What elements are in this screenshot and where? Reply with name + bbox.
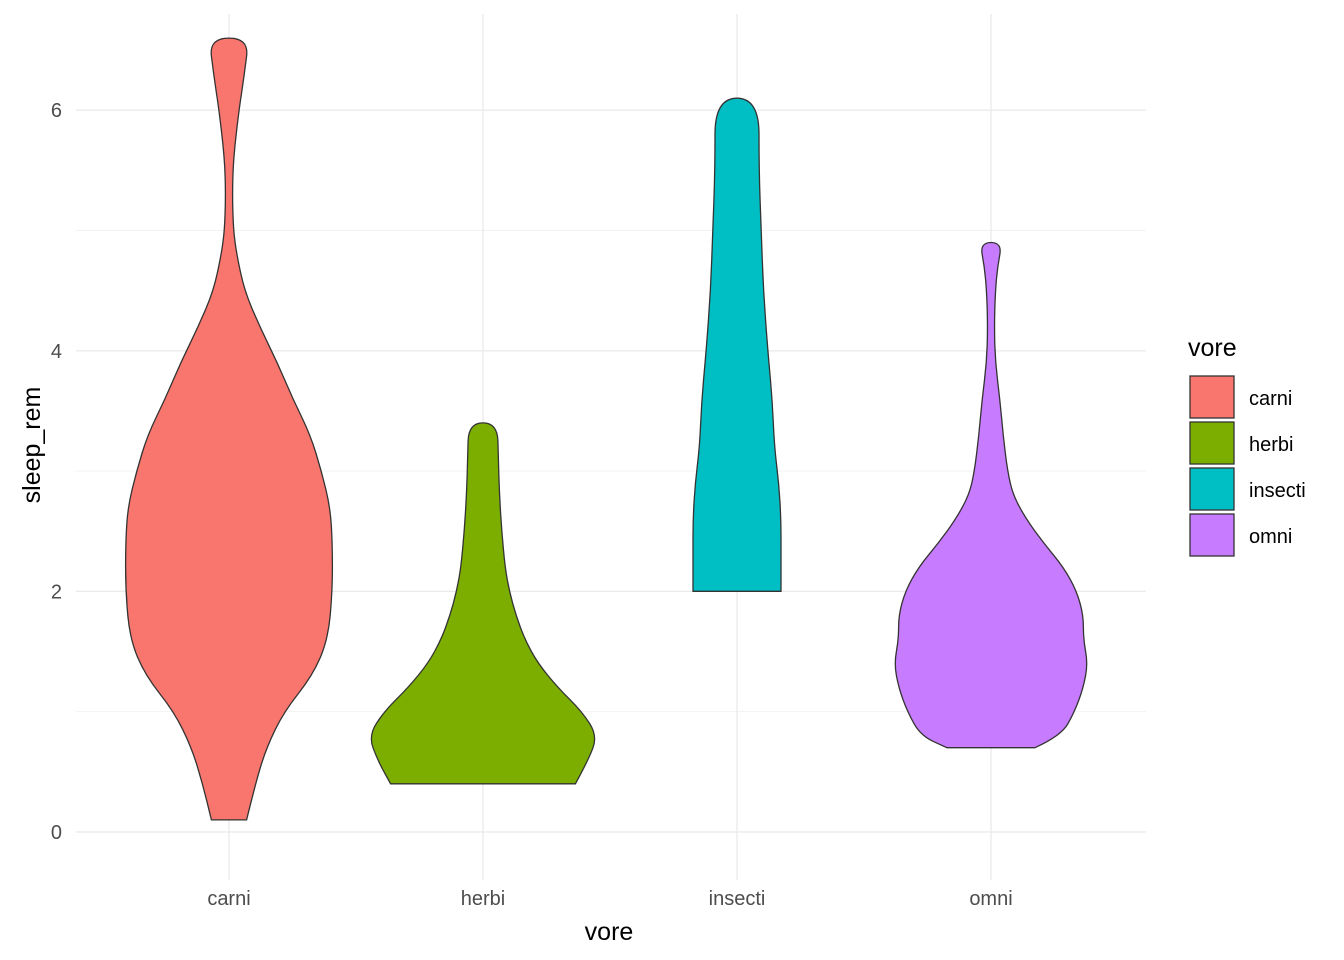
- x-axis-title: vore: [585, 918, 634, 946]
- legend-key-carni: [1189, 375, 1235, 419]
- x-tick-label: insecti: [709, 888, 766, 910]
- legend-key-herbi: [1189, 421, 1235, 465]
- violins: [124, 37, 1088, 821]
- x-tick-label: herbi: [461, 888, 505, 910]
- y-tick-labels: 0 2 4 6: [51, 100, 62, 844]
- legend-label-carni: carni: [1249, 388, 1292, 410]
- legend-title: vore: [1188, 334, 1237, 362]
- legend-key-omni: [1189, 513, 1235, 557]
- violin-insecti: [692, 97, 782, 592]
- x-tick-label: omni: [969, 888, 1012, 910]
- x-tick-labels: carni herbi insecti omni: [207, 888, 1012, 910]
- legend-label-herbi: herbi: [1249, 434, 1293, 456]
- y-tick-label: 6: [51, 100, 62, 122]
- legend-items: carni herbi insecti omni: [1189, 375, 1306, 557]
- legend-key-insecti: [1189, 467, 1235, 511]
- legend: vore carni herbi insecti omni: [1188, 334, 1306, 557]
- legend-label-insecti: insecti: [1249, 480, 1306, 502]
- legend-label-omni: omni: [1249, 526, 1292, 548]
- violin-carni: [124, 37, 334, 821]
- y-tick-label: 2: [51, 581, 62, 603]
- y-tick-label: 0: [51, 822, 62, 844]
- y-axis-title: sleep_rem: [18, 387, 46, 504]
- x-tick-label: carni: [207, 888, 250, 910]
- violin-omni: [894, 241, 1088, 749]
- violin-herbi: [370, 422, 596, 785]
- y-tick-label: 4: [51, 341, 62, 363]
